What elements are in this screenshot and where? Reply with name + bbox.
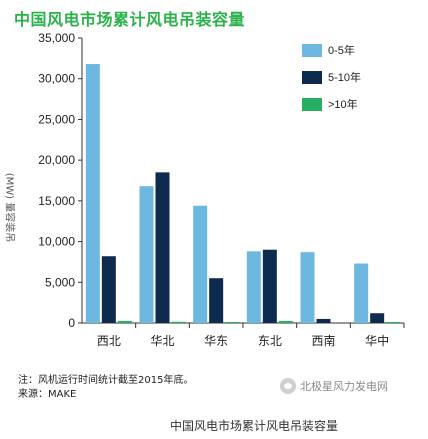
legend-item-0-5: 0-5年	[302, 42, 361, 58]
caption: 中国风电市场累计风电吊装容量	[169, 419, 338, 433]
bar	[354, 263, 369, 323]
y-axis-label-wrap: (MW) 量容装吊	[0, 170, 20, 250]
y-tick-label: 20,000	[38, 153, 75, 167]
legend-label-0-5: 0-5年	[328, 45, 355, 57]
bar	[262, 249, 277, 323]
legend: 0-5年 5-10年 >10年	[302, 42, 361, 123]
bar	[155, 172, 170, 323]
watermark-logo-icon	[280, 378, 296, 394]
bar	[139, 186, 154, 323]
watermark-text: 北极星风力发电网	[300, 380, 388, 393]
legend-item-5-10: 5-10年	[302, 69, 361, 85]
bar	[171, 321, 186, 323]
bar	[316, 318, 331, 323]
note-line-2: 来源：MAKE	[18, 389, 77, 400]
bar	[300, 252, 315, 323]
bar	[386, 322, 401, 323]
legend-item-over-10: >10年	[302, 96, 361, 112]
bar	[117, 320, 132, 323]
y-tick-label: 30,000	[38, 72, 75, 86]
x-tick-label: 西南	[311, 333, 335, 348]
legend-label-5-10: 5-10年	[328, 72, 362, 84]
legend-label-over-10: >10年	[328, 99, 358, 111]
bar	[278, 320, 293, 323]
chart-title: 中国风电市场累计风电吊装容量	[14, 12, 246, 29]
bar	[370, 313, 385, 323]
y-tick-label: 5,000	[45, 275, 75, 289]
y-axis-label: (MW) 量容装吊	[3, 172, 15, 243]
y-tick-label: 35,000	[38, 31, 75, 45]
legend-swatch-0-5	[302, 43, 322, 57]
bar	[85, 64, 100, 324]
legend-swatch-5-10	[302, 70, 322, 84]
x-tick-label: 东北	[258, 334, 282, 348]
y-tick-label: 25,000	[38, 112, 75, 126]
y-tick-label: 0	[68, 316, 75, 330]
bar	[193, 205, 208, 323]
note-line-1: 注：风机运行时间统计截至2015年底。	[18, 375, 194, 386]
bar-chart: 0 5,000 10,000 15,000 20,000 25,000 30,000 35,0…	[38, 31, 405, 348]
bar	[101, 256, 116, 323]
y-tick-label: 10,000	[38, 235, 75, 249]
bar	[209, 278, 224, 323]
x-tick-label: 华北	[150, 334, 174, 348]
bar	[225, 322, 240, 323]
bar	[246, 251, 261, 323]
y-tick-label: 15,000	[38, 194, 75, 208]
x-tick-label: 华东	[204, 334, 228, 348]
notes: 注：风机运行时间统计截至2015年底。 来源：MAKE	[18, 374, 193, 402]
x-tick-label: 华中	[365, 333, 389, 348]
legend-swatch-over-10	[302, 97, 322, 111]
watermark: 北极星风力发电网	[280, 378, 388, 394]
x-tick-label: 西北	[97, 334, 121, 348]
